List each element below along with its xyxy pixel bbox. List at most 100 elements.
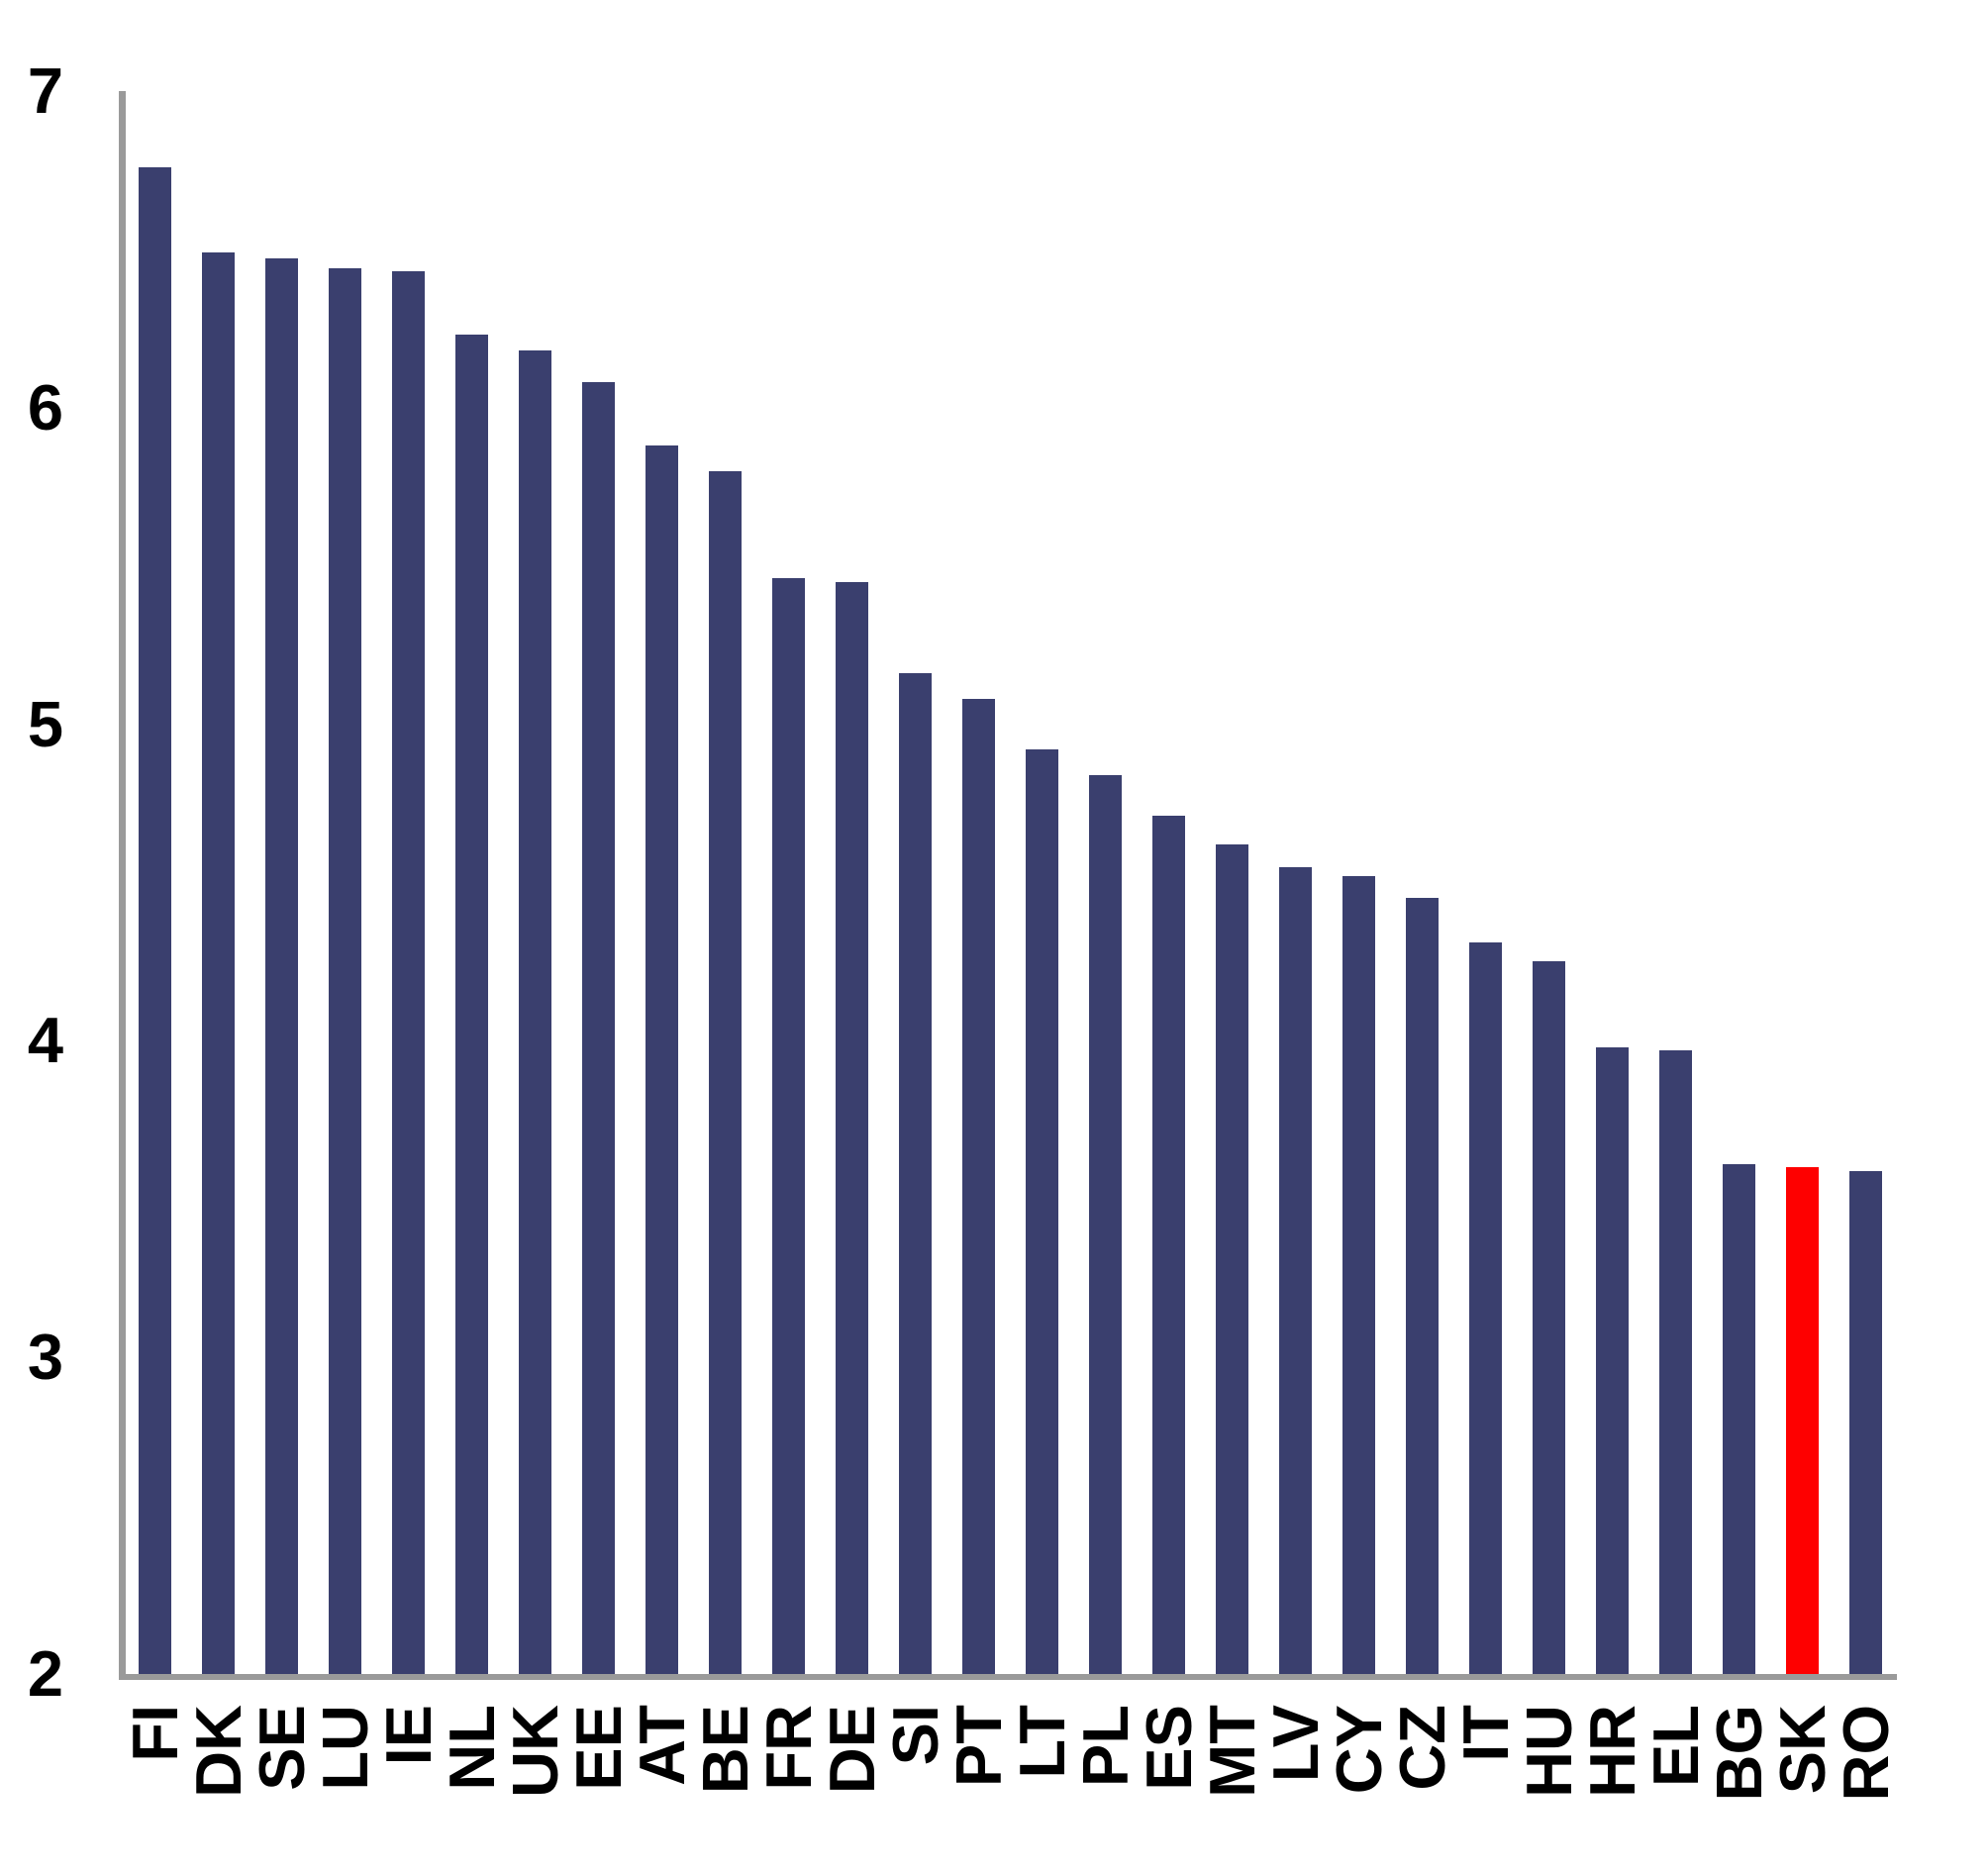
x-label-cell-DK: DK: [181, 1705, 254, 1798]
y-axis-line: [119, 91, 126, 1680]
x-label-NL: NL: [435, 1705, 508, 1791]
bar-ES: [1151, 816, 1185, 1674]
bar-CZ: [1405, 898, 1439, 1674]
x-label-BG: BG: [1702, 1705, 1775, 1802]
bar-BE: [708, 471, 742, 1674]
x-label-cell-BE: BE: [688, 1705, 761, 1795]
x-label-DE: DE: [815, 1705, 888, 1795]
y-tick-label-2: 2: [27, 1637, 63, 1710]
x-label-cell-PL: PL: [1068, 1705, 1142, 1788]
x-label-CZ: CZ: [1385, 1705, 1458, 1791]
x-label-cell-PT: PT: [942, 1705, 1015, 1788]
bar-cell-SK: [1770, 91, 1834, 1674]
bar-EE: [581, 382, 615, 1674]
bar-DE: [835, 582, 868, 1674]
x-label-cell-IE: IE: [372, 1705, 445, 1765]
bar-HR: [1595, 1047, 1629, 1674]
bar-cell-SE: [249, 91, 313, 1674]
y-tick-label-7: 7: [27, 54, 63, 127]
bar-cell-DK: [186, 91, 249, 1674]
bar-cell-HR: [1580, 91, 1643, 1674]
bar-cell-BG: [1707, 91, 1770, 1674]
x-label-HU: HU: [1512, 1705, 1585, 1798]
x-axis-line: [119, 1674, 1897, 1680]
bar-LT: [1025, 749, 1058, 1674]
bar-SE: [264, 258, 298, 1674]
bar-cell-UK: [503, 91, 566, 1674]
y-tick-label-5: 5: [27, 688, 63, 760]
x-label-cell-NL: NL: [435, 1705, 508, 1791]
x-label-EE: EE: [561, 1705, 635, 1791]
x-label-cell-DE: DE: [815, 1705, 888, 1795]
bar-cell-CZ: [1390, 91, 1453, 1674]
bar-cell-FR: [756, 91, 820, 1674]
bar-cell-EL: [1643, 91, 1707, 1674]
x-label-cell-HR: HR: [1575, 1705, 1648, 1798]
x-label-EL: EL: [1639, 1705, 1712, 1788]
x-label-FI: FI: [118, 1705, 191, 1762]
x-label-cell-CY: CY: [1322, 1705, 1395, 1795]
x-label-cell-CZ: CZ: [1385, 1705, 1458, 1791]
y-tick-label-3: 3: [27, 1321, 63, 1393]
bar-cell-HU: [1517, 91, 1580, 1674]
bar-SK: [1785, 1167, 1819, 1674]
bar-cell-CY: [1327, 91, 1390, 1674]
bar-cell-IE: [376, 91, 440, 1674]
x-label-cell-FR: FR: [751, 1705, 825, 1791]
bar-cell-DE: [820, 91, 883, 1674]
x-label-cell-ES: ES: [1133, 1705, 1205, 1791]
x-label-cell-LV: LV: [1259, 1705, 1332, 1782]
bar-FR: [771, 578, 805, 1674]
x-label-LT: LT: [1005, 1705, 1078, 1779]
x-label-cell-MT: MT: [1196, 1705, 1268, 1798]
bar-cell-PT: [946, 91, 1010, 1674]
x-label-cell-LT: LT: [1005, 1705, 1078, 1779]
x-label-cell-SE: SE: [246, 1705, 318, 1791]
x-label-cell-LU: LU: [309, 1705, 381, 1791]
x-label-IT: IT: [1448, 1705, 1522, 1762]
x-label-PT: PT: [942, 1705, 1015, 1788]
x-label-DK: DK: [181, 1705, 254, 1798]
x-label-UK: UK: [498, 1705, 571, 1798]
x-axis-category-labels: FI DK SE LU IE NL UK EE AT BE FR DE SI PT LT PL ES MT LV CY…: [118, 1705, 1902, 1871]
y-tick-label-6: 6: [27, 371, 63, 443]
bar-BG: [1722, 1164, 1755, 1674]
x-label-cell-RO: RO: [1829, 1705, 1902, 1802]
x-label-BE: BE: [688, 1705, 761, 1795]
bar-SI: [898, 673, 932, 1674]
x-label-CY: CY: [1322, 1705, 1395, 1795]
bar-cell-IT: [1453, 91, 1517, 1674]
bar-cell-RO: [1834, 91, 1897, 1674]
x-label-SI: SI: [878, 1705, 951, 1766]
x-label-RO: RO: [1829, 1705, 1902, 1802]
bar-PT: [961, 699, 995, 1674]
x-label-cell-SK: SK: [1765, 1705, 1839, 1795]
x-label-cell-EL: EL: [1639, 1705, 1712, 1788]
x-label-FR: FR: [751, 1705, 825, 1791]
bar-cell-NL: [440, 91, 503, 1674]
bar-DK: [201, 252, 235, 1674]
bar-cell-PL: [1073, 91, 1137, 1674]
bar-cell-AT: [630, 91, 693, 1674]
x-label-SK: SK: [1765, 1705, 1839, 1795]
x-label-PL: PL: [1068, 1705, 1142, 1788]
x-label-HR: HR: [1575, 1705, 1648, 1798]
x-label-cell-HU: HU: [1512, 1705, 1585, 1798]
x-label-cell-BG: BG: [1702, 1705, 1775, 1802]
bar-cell-SI: [883, 91, 946, 1674]
bar-EL: [1658, 1050, 1692, 1674]
y-tick-label-4: 4: [27, 1004, 63, 1076]
bar-cell-EE: [566, 91, 630, 1674]
bar-FI: [138, 167, 171, 1674]
bar-cell-LT: [1010, 91, 1073, 1674]
x-label-cell-SI: SI: [878, 1705, 951, 1766]
x-label-cell-IT: IT: [1448, 1705, 1522, 1762]
bar-cell-LV: [1263, 91, 1327, 1674]
x-label-cell-AT: AT: [626, 1705, 698, 1786]
x-label-cell-FI: FI: [118, 1705, 191, 1762]
bar-cell-MT: [1200, 91, 1263, 1674]
bar-LV: [1278, 867, 1312, 1674]
bar-AT: [645, 445, 678, 1674]
bar-UK: [518, 350, 551, 1674]
bar-cell-FI: [123, 91, 186, 1674]
